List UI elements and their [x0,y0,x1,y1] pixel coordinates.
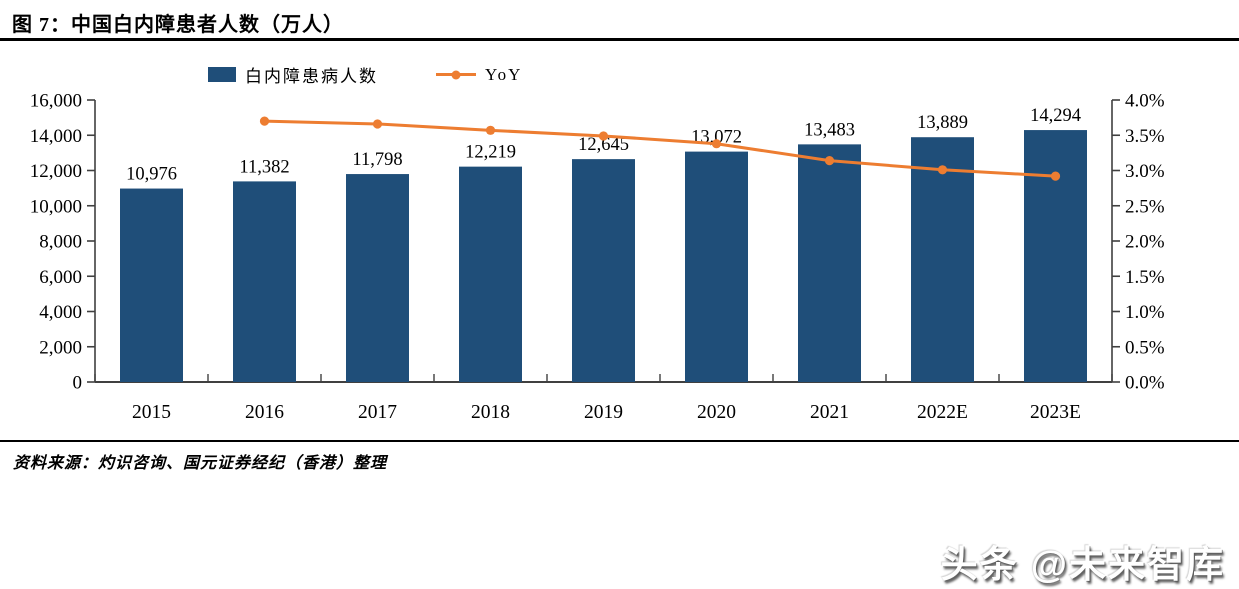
chart-plot-area: 0 2,000 4,000 6,000 8,000 10,000 12,000 14,000 1… [30,91,1165,424]
x-axis-category-label: 2020 [697,402,736,423]
bar [911,137,974,382]
bar-series-swatch-icon [208,67,236,82]
x-axis-category-label: 2016 [245,402,284,423]
bar-value-label: 14,294 [1030,106,1081,126]
left-axis-tick-label: 16,000 [30,91,82,112]
x-axis-category-label: 2015 [132,402,171,423]
right-axis-tick-label: 0.0% [1125,373,1165,394]
bottom-divider [0,440,1239,442]
line-series-dot-icon [451,70,461,79]
right-axis-tick-label: 1.5% [1125,267,1165,288]
bar [572,159,635,382]
left-axis-tick-label: 2,000 [39,337,82,358]
bar [346,174,409,382]
figure-title: 图 7：中国白内障患者人数（万人） [12,14,344,36]
bar-value-label: 13,889 [917,113,968,133]
yoy-line-marker [1050,171,1061,181]
x-axis-category-label: 2022E [917,402,968,423]
right-axis-tick-label: 3.0% [1125,161,1165,182]
right-axis-tick-label: 2.0% [1125,232,1165,253]
left-axis-tick-label: 6,000 [39,267,82,288]
yoy-line-marker [485,125,496,135]
right-axis-tick-label: 2.5% [1125,196,1165,217]
yoy-line-marker [824,156,835,166]
watermark: 头条 @未来智库 [940,544,1225,585]
line-series-marker-icon [436,70,476,79]
yoy-line-marker [937,165,948,175]
left-axis-tick-label: 12,000 [30,161,82,182]
bar [120,188,183,382]
bar-value-label: 11,798 [352,150,402,170]
x-axis-category-label: 2018 [471,402,510,423]
yoy-line [264,119,1056,178]
right-axis-tick-label: 0.5% [1125,337,1165,358]
bar-value-label: 13,483 [804,120,855,140]
left-axis-tick-label: 4,000 [39,302,82,323]
x-axis-category-label: 2017 [358,402,397,423]
left-axis-tick-label: 14,000 [30,126,82,147]
left-axis-tick-label: 10,000 [30,196,82,217]
x-axis-category-label: 2019 [584,402,623,423]
source-note: 资料来源：灼识咨询、国元证券经纪（香港）整理 [13,455,388,472]
yoy-line-marker [711,139,722,149]
left-axis-tick-label: 0 [73,373,83,394]
right-axis-tick-label: 1.0% [1125,302,1165,323]
yoy-line-marker [598,131,609,141]
bar-value-label: 10,976 [126,165,177,185]
legend: 白内障患病人数 YoY [208,62,522,87]
right-axis-tick-label: 4.0% [1125,91,1165,112]
yoy-line-marker [259,116,270,126]
bar [233,181,296,382]
bar [798,144,861,382]
yoy-line-marker [372,119,383,129]
bar-value-label: 12,645 [578,135,629,155]
bar [459,166,522,382]
bar-value-label: 11,382 [239,157,289,177]
right-axis-tick-label: 3.5% [1125,126,1165,147]
bar-value-label: 12,219 [465,143,516,163]
legend-item-bar-series: 白内障患病人数 [208,62,378,87]
left-axis-tick-label: 8,000 [39,232,82,253]
x-axis-category-label: 2021 [810,402,849,423]
line-series-label: YoY [485,64,523,84]
bar [685,151,748,382]
legend-item-line-series: YoY [436,65,522,85]
bar-series-label: 白内障患病人数 [245,67,378,86]
x-axis-category-label: 2023E [1030,402,1081,423]
bar [1024,130,1087,382]
title-underline [0,38,1239,41]
